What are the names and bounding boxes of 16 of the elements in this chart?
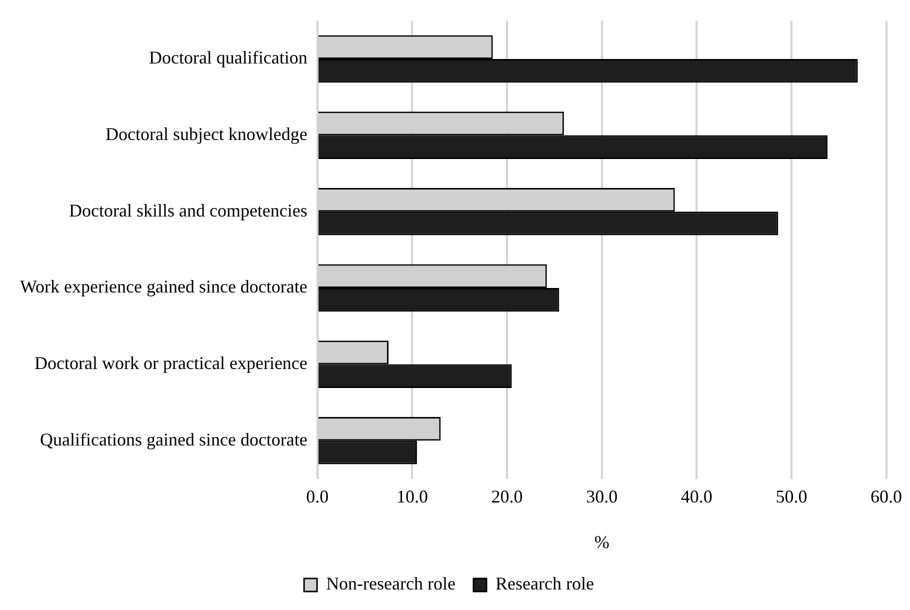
y-tick-label: Doctoral qualification xyxy=(148,48,308,68)
x-tick-label: 60.0 xyxy=(870,486,902,506)
x-tick-label: 40.0 xyxy=(680,486,712,506)
legend-label: Research role xyxy=(495,574,594,594)
y-tick-label: Qualifications gained since doctorate xyxy=(40,429,308,450)
y-tick-label: Work experience gained since doctorate xyxy=(20,276,308,297)
legend-label: Non-research role xyxy=(326,574,456,594)
x-tick-label: 30.0 xyxy=(586,486,618,506)
x-tick-label: 20.0 xyxy=(491,486,523,506)
x-tick-label: 50.0 xyxy=(776,486,808,506)
x-tick-label: 0.0 xyxy=(306,486,329,506)
x-axis-title: % xyxy=(594,532,610,552)
y-tick-label: Doctoral subject knowledge xyxy=(105,124,308,144)
y-tick-label: Doctoral work or practical experience xyxy=(34,353,308,374)
y-tick-label: Doctoral skills and competencies xyxy=(68,200,308,220)
x-tick-label: 10.0 xyxy=(396,486,428,506)
